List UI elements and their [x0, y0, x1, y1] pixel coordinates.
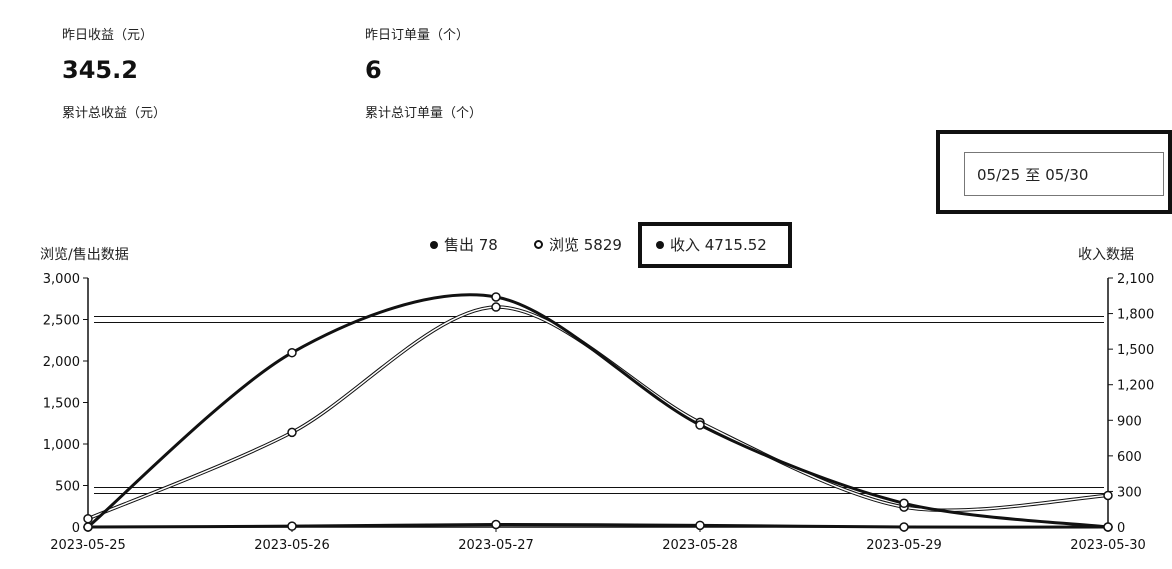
- date-range-start: 05/25: [977, 166, 1021, 184]
- legend-views-marker: [534, 240, 543, 249]
- left-axis-title: 浏览/售出数据: [40, 247, 129, 263]
- legend-item-sold[interactable]: 售出 78: [430, 234, 498, 255]
- right-tick-label: 300: [1117, 485, 1142, 500]
- series-income-point: [695, 420, 705, 430]
- series-sold-point: [83, 522, 93, 532]
- x-tick-label: 2023-05-26: [254, 538, 330, 553]
- date-range-end: 05/30: [1045, 166, 1089, 184]
- x-tick-label: 2023-05-25: [50, 538, 126, 553]
- series-sold-point: [287, 521, 297, 531]
- yesterday-orders-label: 昨日订单量（个）: [365, 28, 470, 43]
- date-range-separator: 至: [1025, 166, 1041, 184]
- series-income-point: [491, 292, 501, 302]
- series-views-point: [1103, 490, 1113, 501]
- series-sold-line: [87, 522, 1109, 529]
- yesterday-income-value: 345.2: [62, 56, 138, 84]
- legend-income-label: 收入 4715.52: [670, 236, 767, 254]
- left-tick-label: 2,000: [43, 355, 80, 370]
- legend-sold-marker: [430, 240, 438, 249]
- series-sold-point: [899, 522, 909, 532]
- legend-income-marker: [656, 240, 664, 249]
- series-sold-point: [1103, 522, 1113, 532]
- right-tick-label: 1,500: [1117, 343, 1154, 358]
- total-income-label: 累计总收益（元）: [62, 106, 167, 121]
- x-tick-label: 2023-05-27: [458, 538, 534, 553]
- left-tick-label: 1,000: [43, 438, 80, 453]
- left-tick-label: 500: [55, 480, 80, 495]
- series-views-line-outline: [87, 305, 1109, 521]
- legend-sold-label: 售出 78: [444, 236, 498, 254]
- right-tick-label: 900: [1117, 414, 1142, 429]
- series-sold-point: [491, 519, 501, 530]
- series-income-point: [287, 347, 297, 358]
- left-tick-label: 3,000: [43, 272, 80, 287]
- right-axis-title: 收入数据: [1078, 247, 1134, 263]
- series-views-point: [287, 427, 297, 438]
- total-orders-label: 累计总订单量（个）: [365, 106, 483, 121]
- series-views-line: [87, 306, 1109, 520]
- x-tick-label: 2023-05-30: [1070, 538, 1146, 553]
- legend-income-highlight: [638, 222, 792, 268]
- left-tick-label: 0: [72, 521, 80, 536]
- yesterday-orders-value: 6: [365, 56, 382, 84]
- yesterday-income-label: 昨日收益（元）: [62, 28, 154, 43]
- x-tick-label: 2023-05-28: [662, 538, 738, 553]
- left-tick-label: 1,500: [43, 397, 80, 412]
- right-tick-label: 0: [1117, 521, 1125, 536]
- right-tick-label: 600: [1117, 450, 1142, 465]
- legend-views-label: 浏览 5829: [549, 236, 622, 254]
- series-sold-point: [695, 520, 705, 531]
- legend-item-views[interactable]: 浏览 5829: [534, 234, 622, 255]
- date-range-input[interactable]: 05/25 至 05/30: [964, 152, 1164, 196]
- series-income-line: [87, 293, 1109, 529]
- date-range-picker-frame: 05/25 至 05/30: [936, 130, 1172, 214]
- left-tick-label: 2,500: [43, 314, 80, 329]
- series-income-point: [899, 498, 909, 509]
- right-tick-label: 1,800: [1117, 308, 1154, 323]
- series-views-point: [83, 513, 93, 524]
- x-tick-label: 2023-05-29: [866, 538, 942, 553]
- right-tick-label: 1,200: [1117, 379, 1154, 394]
- series-views-point: [491, 302, 501, 312]
- legend-item-income[interactable]: 收入 4715.52: [656, 234, 767, 255]
- right-tick-label: 2,100: [1117, 272, 1154, 287]
